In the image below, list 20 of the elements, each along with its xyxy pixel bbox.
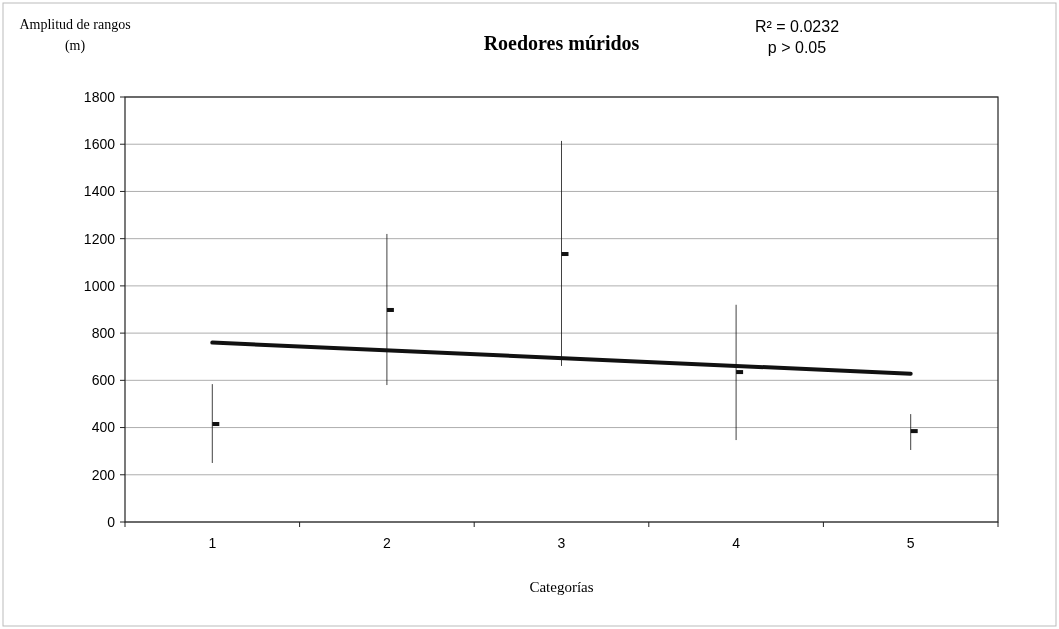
chart-title: Roedores múridos (483, 32, 640, 54)
x-axis-title: Categorías (529, 579, 594, 595)
y-axis-title: Amplitud de rangos (m) (19, 17, 131, 54)
y-tick-label: 1800 (83, 88, 116, 105)
text: R² = 0.0232 (754, 18, 840, 35)
y-tick-label: 0 (107, 513, 116, 530)
y-tick-label: 200 (91, 466, 116, 483)
y-tick-label: 1000 (83, 277, 116, 294)
x-tick-label: 3 (557, 535, 566, 551)
y-tick-label: 1400 (83, 183, 116, 200)
y-tick-label: 800 (91, 325, 116, 342)
y-tick-label: 600 (91, 372, 116, 389)
text: p > 0.05 (767, 39, 827, 56)
x-tick-label: 2 (383, 535, 391, 551)
x-tick-label: 1 (208, 535, 217, 551)
x-tick-label: 4 (732, 535, 741, 551)
y-tick-label: 400 (91, 419, 116, 436)
y-tick-label: 1200 (83, 230, 116, 247)
x-tick-label: 5 (906, 535, 915, 551)
y-tick-label: 1600 (83, 136, 116, 153)
